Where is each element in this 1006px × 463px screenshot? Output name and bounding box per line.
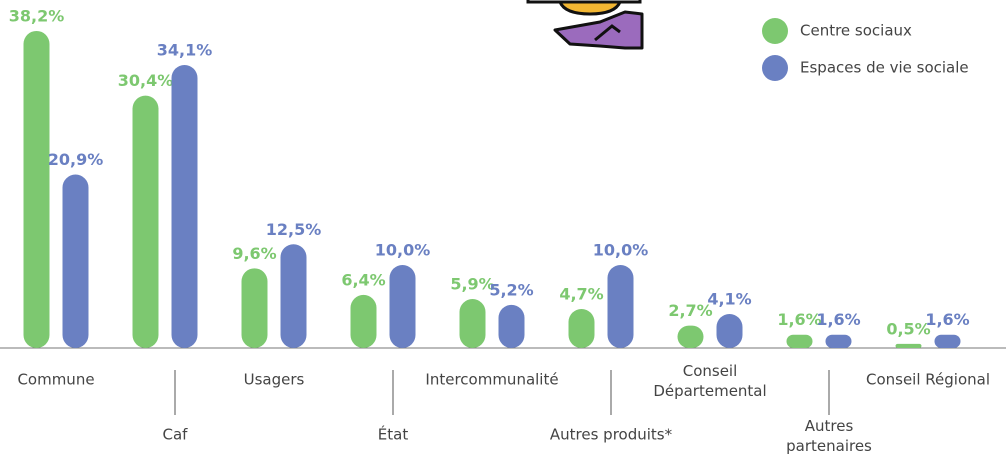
value-label: 5,9% — [450, 275, 494, 294]
legend-marker — [762, 55, 788, 81]
x-tick-label: Caf — [163, 426, 189, 444]
legend-label: Espaces de vie sociale — [800, 59, 969, 77]
value-label: 6,4% — [341, 270, 385, 289]
value-label: 10,0% — [593, 241, 649, 260]
value-label: 1,6% — [777, 310, 821, 329]
x-tick-label: Commune — [17, 371, 94, 389]
value-label: 5,2% — [489, 280, 533, 299]
bar — [678, 326, 704, 348]
value-label: 0,5% — [886, 319, 930, 338]
bar — [935, 335, 961, 348]
x-tick-label: État — [378, 425, 409, 444]
bar — [63, 175, 89, 348]
bar — [24, 31, 50, 348]
value-label: 34,1% — [157, 40, 213, 59]
bar — [569, 309, 595, 348]
value-label: 12,5% — [266, 220, 322, 239]
bar — [787, 335, 813, 348]
bar — [499, 305, 525, 348]
bar — [242, 268, 268, 348]
value-label: 1,6% — [925, 310, 969, 329]
bar — [896, 344, 922, 348]
legend-marker — [762, 18, 788, 44]
value-label: 10,0% — [375, 241, 431, 260]
bar — [717, 314, 743, 348]
x-tick-label: Autres produits* — [550, 426, 673, 444]
value-label: 1,6% — [816, 310, 860, 329]
value-label: 4,1% — [707, 289, 751, 308]
value-label: 20,9% — [48, 150, 104, 169]
bar — [460, 299, 486, 348]
value-label: 9,6% — [232, 244, 276, 263]
value-label: 30,4% — [118, 71, 174, 90]
bar — [172, 65, 198, 348]
bar — [390, 265, 416, 348]
x-tick-label: Usagers — [244, 371, 305, 389]
bar — [826, 335, 852, 348]
chart: Commune 38,2% 20,9% Caf 30,4% 34,1% Usagers 9,6… — [0, 0, 1006, 463]
bar — [351, 295, 377, 348]
value-label: 4,7% — [559, 284, 603, 303]
bar — [133, 96, 159, 348]
x-tick-label: Intercommunalité — [425, 371, 558, 389]
x-tick-label: Conseil Régional — [866, 371, 990, 389]
value-label: 38,2% — [9, 6, 65, 25]
icon — [528, 0, 642, 48]
bar — [281, 244, 307, 348]
legend-label: Centre sociaux — [800, 22, 912, 40]
bar — [608, 265, 634, 348]
value-label: 2,7% — [668, 301, 712, 320]
